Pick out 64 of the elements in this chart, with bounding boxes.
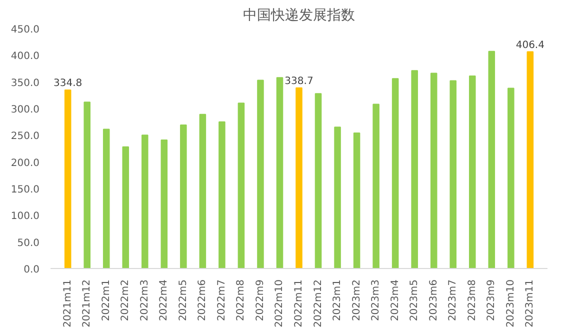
y-tick-label: 150.0 — [10, 184, 40, 196]
x-tick-label: 2022m7 — [216, 279, 228, 322]
x-tick-label: 2022m9 — [254, 279, 266, 322]
data-label: 334.8 — [54, 78, 82, 89]
x-tick-label: 2022m8 — [236, 279, 247, 322]
bar — [526, 51, 534, 268]
x-tick-label: 2023m1 — [332, 279, 344, 322]
bar — [411, 70, 418, 268]
x-tick-label: 2023m3 — [370, 279, 382, 322]
bar — [257, 80, 264, 268]
bar — [102, 128, 110, 268]
bar — [276, 77, 284, 268]
bar — [334, 126, 341, 268]
bar — [142, 134, 148, 268]
bar — [122, 146, 130, 268]
y-tick-label: 200.0 — [10, 158, 40, 169]
x-tick-label: 2022m1 — [100, 279, 112, 322]
bar — [218, 121, 226, 268]
y-tick-label: 350.0 — [10, 78, 40, 89]
x-tick-label: 2022m5 — [178, 279, 189, 322]
bar — [508, 88, 514, 268]
bar — [180, 124, 187, 268]
y-tick-label: 250.0 — [10, 131, 40, 142]
bar — [372, 104, 380, 268]
data-label: 406.4 — [516, 40, 544, 51]
bar — [314, 93, 322, 268]
x-tick-label: 2023m7 — [448, 279, 459, 322]
y-tick-label: 300.0 — [10, 104, 40, 116]
bar — [84, 102, 90, 268]
bar — [488, 50, 496, 268]
x-tick-label: 2022m2 — [120, 279, 132, 322]
bar — [353, 132, 360, 268]
y-tick-label: 0.0 — [24, 264, 40, 276]
bar — [160, 139, 168, 268]
chart-title: 中国快递发展指数 — [243, 8, 355, 24]
x-tick-label: 2023m5 — [409, 279, 420, 322]
data-label: 338.7 — [284, 76, 314, 87]
x-tick-label: 2023m8 — [466, 279, 478, 322]
x-tick-label: 2022m12 — [312, 279, 324, 328]
x-tick-label: 2022m3 — [139, 279, 150, 322]
y-tick-label: 400.0 — [10, 51, 40, 62]
y-tick-label: 100.0 — [10, 211, 40, 222]
y-tick-label: 450.0 — [10, 24, 40, 36]
x-tick-label: 2023m10 — [505, 279, 516, 328]
x-tick-label: 2023m4 — [390, 279, 401, 322]
x-tick-label: 2023m6 — [428, 279, 440, 322]
x-tick-label: 2022m6 — [197, 279, 208, 322]
x-tick-label: 2022m11 — [294, 279, 304, 328]
x-tick-label: 2022m4 — [158, 279, 170, 322]
bar — [199, 114, 206, 268]
y-tick-label: 50.0 — [17, 238, 40, 249]
bar — [468, 75, 476, 268]
x-tick-label: 2022m10 — [274, 279, 286, 328]
x-tick-label: 2021m12 — [82, 279, 93, 328]
x-tick-label: 2023m9 — [486, 279, 498, 322]
bar — [450, 80, 456, 268]
bar — [392, 78, 399, 268]
bar — [238, 102, 245, 268]
x-tick-label: 2021m11 — [62, 279, 74, 328]
bar — [296, 87, 302, 268]
bar — [64, 89, 72, 268]
bar — [430, 72, 438, 268]
x-tick-label: 2023m2 — [351, 279, 362, 322]
x-tick-label: 2023m11 — [524, 279, 536, 328]
